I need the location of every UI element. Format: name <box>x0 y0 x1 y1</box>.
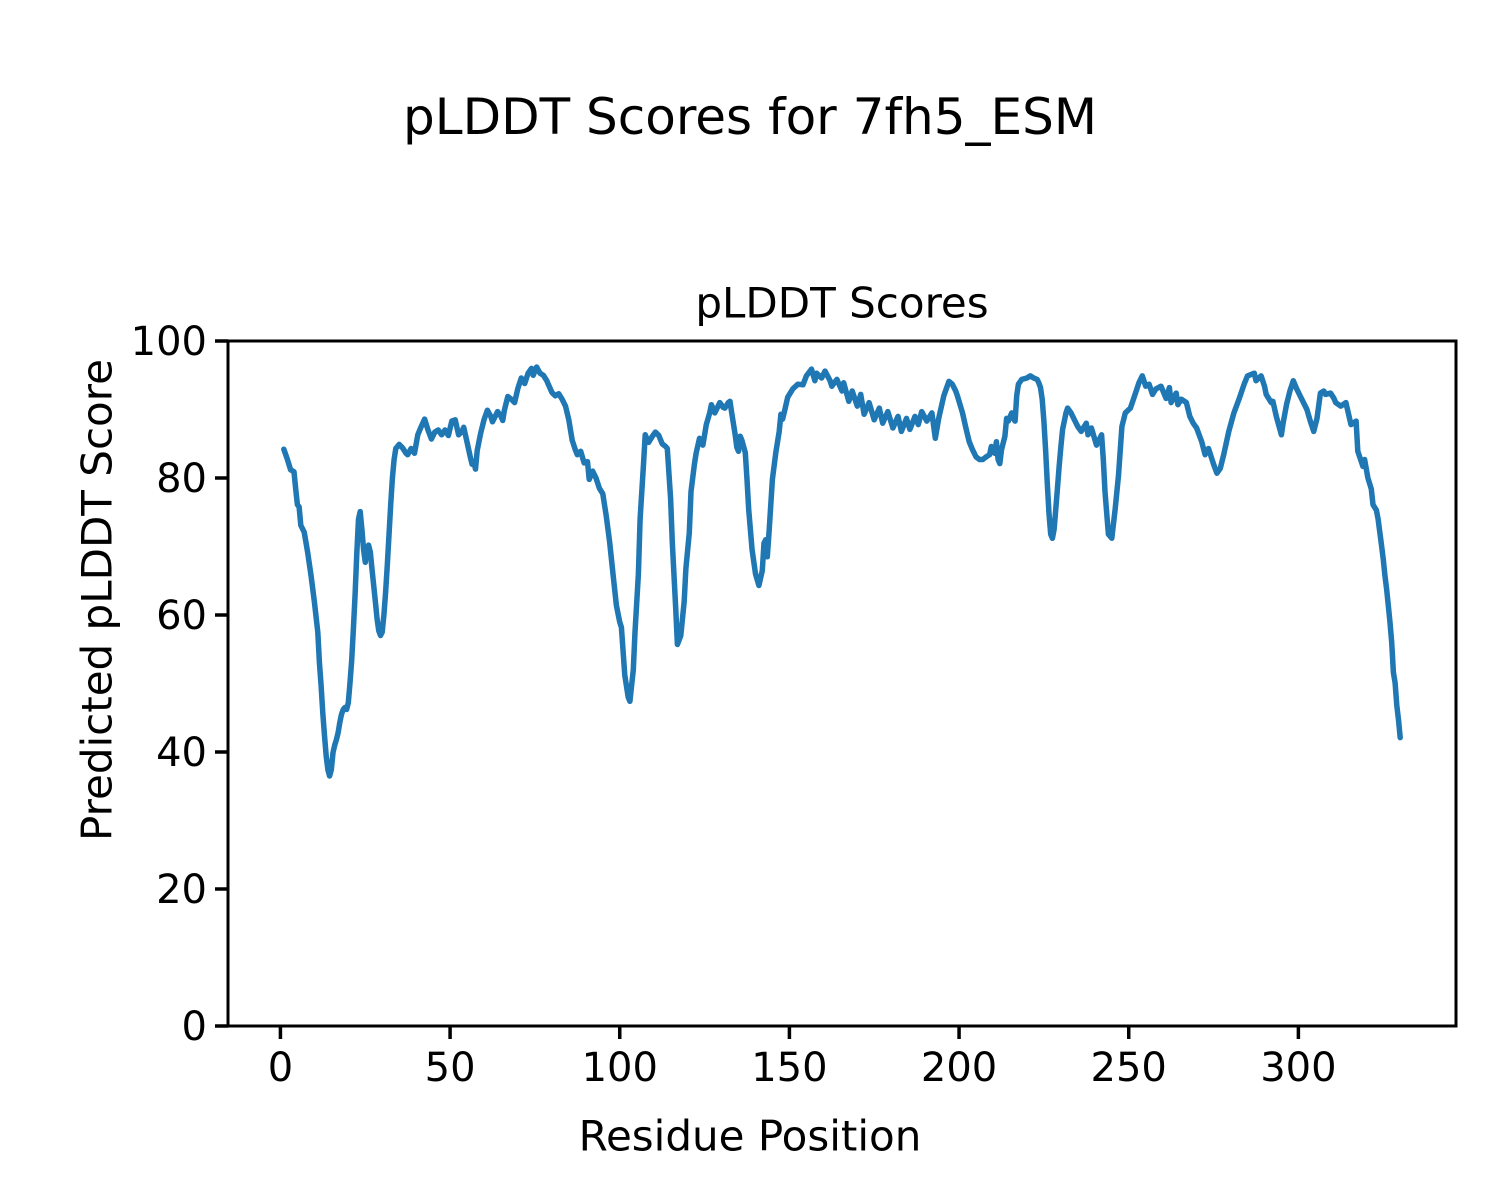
y-tick-label: 60 <box>156 593 207 639</box>
axes-frame <box>226 339 1458 1028</box>
y-tick-label: 20 <box>156 867 207 913</box>
figure-title: pLDDT Scores for 7fh5_ESM <box>402 88 1098 146</box>
y-tick-label: 40 <box>156 730 207 776</box>
x-tick-label: 50 <box>425 1045 476 1091</box>
x-tick-label: 200 <box>921 1045 997 1091</box>
x-tick-label: 300 <box>1260 1045 1336 1091</box>
x-tick-label: 100 <box>582 1045 658 1091</box>
axes-title: pLDDT Scores <box>695 278 989 328</box>
y-tick-label: 100 <box>131 319 207 365</box>
y-tick-label: 80 <box>156 456 207 502</box>
x-tick-label: 0 <box>268 1045 293 1091</box>
x-axis-label: Residue Position <box>578 1111 922 1161</box>
plddt-score-line <box>281 364 1403 779</box>
y-tick-label: 0 <box>182 1004 207 1050</box>
x-tick-label: 150 <box>751 1045 827 1091</box>
x-tick-label: 250 <box>1091 1045 1167 1091</box>
